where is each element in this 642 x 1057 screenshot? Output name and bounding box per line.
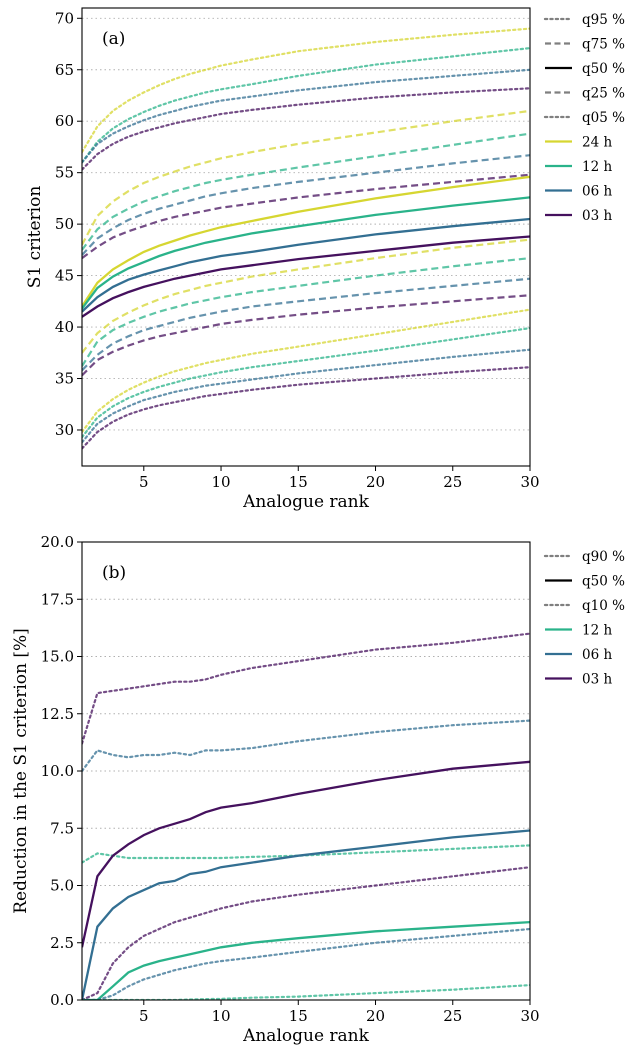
legend-label: 06 h xyxy=(582,184,612,200)
x-axis-label: Analogue rank xyxy=(242,1026,370,1046)
x-tick-label: 20 xyxy=(366,1007,385,1025)
plot-frame xyxy=(81,541,531,1001)
series-line-06h-q50 xyxy=(82,829,530,1000)
series-line-24h-q25 xyxy=(82,238,530,354)
chart-panel-b: 0.0 2.5 5.0 7.5 10.0 12.5 15.0 17.5 20.0 5 10 15 20 2… xyxy=(11,533,625,1046)
series-line-12h-q50 xyxy=(82,920,530,1000)
legend: q95 % q75 % q50 % q25 % q05 % 24 h 12 h 06 h 03 … xyxy=(543,12,625,224)
series-line-24h-q50 xyxy=(82,175,530,308)
series-line-12h-q05 xyxy=(82,327,530,439)
x-tick-label: 10 xyxy=(211,1007,230,1025)
series-line-03h-q50 xyxy=(82,760,530,948)
y-tick-label: 50 xyxy=(55,215,74,233)
x-tick-label: 5 xyxy=(139,473,149,491)
x-tick-label: 10 xyxy=(211,473,230,491)
y-tick-label: 55 xyxy=(55,164,74,182)
legend-label: 12 h xyxy=(582,623,612,639)
x-tick-label: 30 xyxy=(520,473,539,491)
x-tick-label: 5 xyxy=(139,1007,149,1025)
series-line-06h-q25 xyxy=(82,277,530,372)
panel-label: (a) xyxy=(102,29,125,49)
x-tick-label: 15 xyxy=(289,473,308,491)
y-tick-label: 15.0 xyxy=(41,648,74,666)
series-line-06h-q10 xyxy=(82,927,530,1000)
x-tick-label: 25 xyxy=(443,473,462,491)
legend-label: q95 % xyxy=(582,12,625,28)
series-group xyxy=(82,632,530,1000)
plot-frame xyxy=(81,7,531,467)
y-axis-label: S1 criterion xyxy=(25,186,45,289)
series-line-03h-q90 xyxy=(82,632,530,745)
series-line-06h-q05 xyxy=(82,348,530,444)
series-line-24h-q05 xyxy=(82,308,530,434)
legend-label: q50 % xyxy=(582,61,625,77)
series-line-03h-q50 xyxy=(82,235,530,318)
legend-label: q25 % xyxy=(582,86,625,102)
y-tick-label: 0.0 xyxy=(50,991,74,1009)
y-tick-label: 30 xyxy=(55,421,74,439)
y-tick-label: 40 xyxy=(55,318,74,336)
legend-label: 03 h xyxy=(582,672,612,688)
x-tick-label: 20 xyxy=(366,473,385,491)
x-tick-label: 30 xyxy=(520,1007,539,1025)
series-line-12h-q10 xyxy=(82,983,530,1000)
y-tick-label: 35 xyxy=(55,370,74,388)
series-line-24h-q95 xyxy=(82,27,530,154)
x-tick-label: 15 xyxy=(289,1007,308,1025)
legend-label: q90 % xyxy=(582,549,625,565)
series-line-12h-q25 xyxy=(82,257,530,367)
series-line-06h-q95 xyxy=(82,68,530,164)
y-tick-label: 12.5 xyxy=(41,705,74,723)
legend-label: q75 % xyxy=(582,37,625,53)
legend-label: 06 h xyxy=(582,647,612,663)
x-axis-label: Analogue rank xyxy=(242,492,370,512)
x-tick-label: 25 xyxy=(443,1007,462,1025)
legend-label: q10 % xyxy=(582,598,625,614)
y-axis-label: Reduction in the S1 criterion [%] xyxy=(11,628,31,914)
y-tick-label: 60 xyxy=(55,112,74,130)
series-line-12h-q50 xyxy=(82,196,530,310)
series-line-06h-q75 xyxy=(82,154,530,256)
y-tick-label: 20.0 xyxy=(41,533,74,551)
legend-label: 03 h xyxy=(582,208,612,224)
series-line-03h-q75 xyxy=(82,173,530,259)
series-line-03h-q95 xyxy=(82,87,530,171)
series-line-06h-q90 xyxy=(82,719,530,773)
y-tick-label: 10.0 xyxy=(41,762,74,780)
panel-label: (b) xyxy=(102,563,126,583)
series-line-24h-q75 xyxy=(82,109,530,246)
chart-panel-a: 30 35 40 45 50 55 60 65 70 5 10 15 20 25 30 Analogue ra… xyxy=(25,7,625,512)
y-tick-label: 45 xyxy=(55,267,74,285)
series-line-12h-q75 xyxy=(82,132,530,251)
y-tick-label: 5.0 xyxy=(50,877,74,895)
y-tick-label: 65 xyxy=(55,61,74,79)
series-line-03h-q25 xyxy=(82,294,530,377)
series-line-03h-q05 xyxy=(82,366,530,450)
series-line-12h-q90 xyxy=(82,844,530,864)
y-tick-label: 7.5 xyxy=(50,819,74,837)
series-group xyxy=(82,27,530,450)
legend-label: q05 % xyxy=(582,110,625,126)
legend-label: 24 h xyxy=(582,135,612,151)
series-line-03h-q10 xyxy=(82,866,530,1000)
series-line-12h-q95 xyxy=(82,46,530,164)
legend-label: q50 % xyxy=(582,574,625,590)
legend: q90 % q50 % q10 % 12 h 06 h 03 h xyxy=(543,549,625,688)
y-tick-label: 70 xyxy=(55,9,74,27)
y-tick-label: 17.5 xyxy=(41,590,74,608)
legend-label: 12 h xyxy=(582,159,612,175)
y-tick-label: 2.5 xyxy=(50,934,74,952)
series-line-06h-q50 xyxy=(82,217,530,313)
